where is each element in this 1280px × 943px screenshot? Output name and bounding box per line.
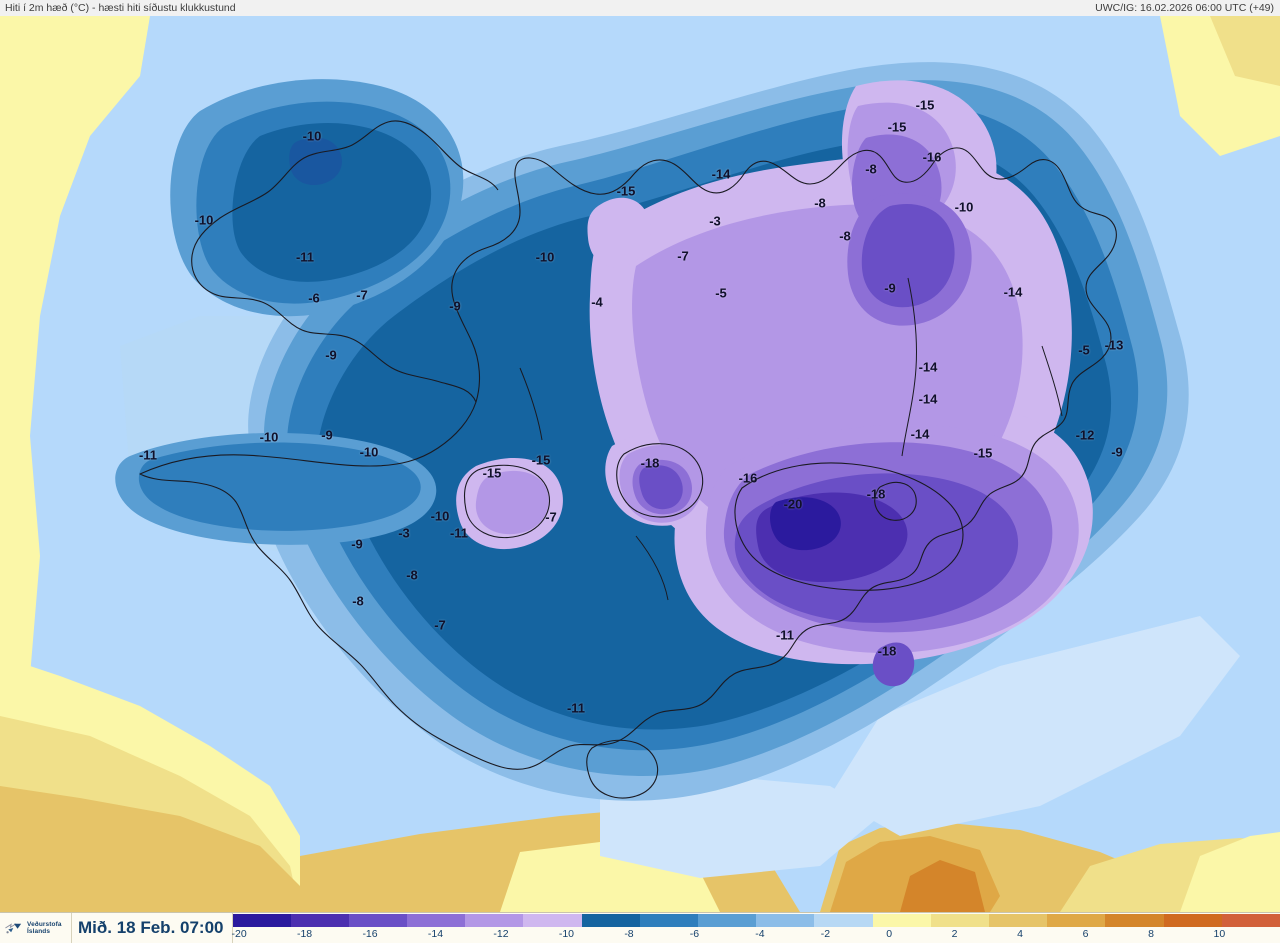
scale-tick-label: -20 xyxy=(232,927,247,941)
scale-tick-label: 0 xyxy=(886,927,892,941)
color-swatch xyxy=(465,914,523,927)
logo-line-1: Veðurstofa xyxy=(27,921,62,929)
map-header: Hiti í 2m hæð (°C) - hæsti hiti síðustu … xyxy=(0,0,1280,17)
color-swatch xyxy=(523,914,581,927)
scale-tick-label: 10 xyxy=(1214,927,1226,941)
scale-tick-label: -16 xyxy=(362,927,377,941)
temperature-map[interactable]: -10-10-11-6-7-9-9-10-15-14-3-7-5-4-15-15… xyxy=(0,16,1280,912)
scale-tick-label: -12 xyxy=(493,927,508,941)
color-swatch xyxy=(291,914,349,927)
color-swatch xyxy=(233,914,291,927)
valid-time: Mið. 18 Feb. 07:00 xyxy=(72,913,233,943)
color-swatch xyxy=(989,914,1047,927)
map-canvas xyxy=(0,16,1280,912)
color-swatch xyxy=(582,914,640,927)
map-title: Hiti í 2m hæð (°C) - hæsti hiti síðustu … xyxy=(5,0,236,16)
scale-tick-label: 8 xyxy=(1148,927,1154,941)
scale-tick-label: -2 xyxy=(821,927,830,941)
scale-tick-label: 4 xyxy=(1017,927,1023,941)
logo-text: Veðurstofa Íslands xyxy=(27,921,62,936)
color-swatch xyxy=(1164,914,1222,927)
logo-line-2: Íslands xyxy=(27,928,62,936)
map-footer: Veðurstofa Íslands Mið. 18 Feb. 07:00 -2… xyxy=(0,912,1280,943)
model-run-info: UWC/IG: 16.02.2026 06:00 UTC (+49) xyxy=(1095,0,1274,16)
color-swatch xyxy=(814,914,872,927)
color-swatch xyxy=(1222,914,1280,927)
color-swatch xyxy=(1047,914,1105,927)
color-swatch xyxy=(349,914,407,927)
scale-tick-label: -8 xyxy=(624,927,633,941)
color-swatch xyxy=(873,914,931,927)
scale-tick-label: -10 xyxy=(559,927,574,941)
scale-tick-label: 2 xyxy=(952,927,958,941)
color-swatch xyxy=(1105,914,1163,927)
scale-tick-label: -18 xyxy=(297,927,312,941)
scale-tick-label: 6 xyxy=(1083,927,1089,941)
color-swatch xyxy=(756,914,814,927)
met-office-logo-icon xyxy=(4,919,24,937)
color-swatch xyxy=(407,914,465,927)
scale-tick-label: -4 xyxy=(755,927,764,941)
color-swatch xyxy=(698,914,756,927)
scale-tick-label: -6 xyxy=(690,927,699,941)
color-swatch xyxy=(640,914,698,927)
vedurstofa-logo[interactable]: Veðurstofa Íslands xyxy=(0,913,72,943)
scale-tick-label: -14 xyxy=(428,927,443,941)
color-swatch xyxy=(931,914,989,927)
color-scale-bar xyxy=(233,914,1280,927)
